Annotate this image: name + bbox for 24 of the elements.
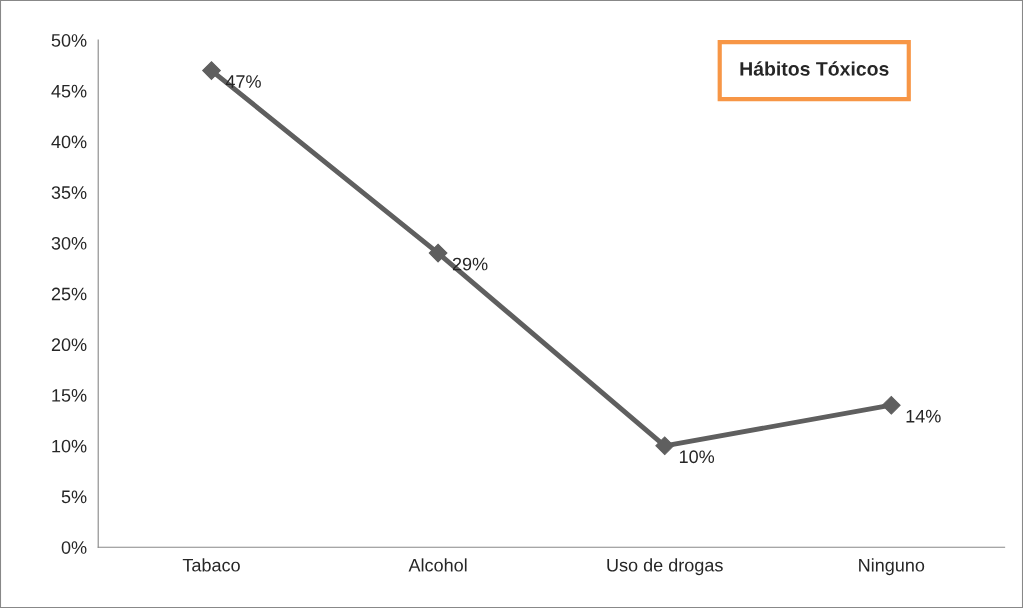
- y-tick-label: 20%: [51, 338, 87, 352]
- x-tick-label: Uso de drogas: [607, 558, 723, 576]
- text: 47%: [225, 75, 261, 88]
- y-tick-label: 35%: [51, 186, 87, 199]
- point: [428, 243, 448, 263]
- y-tick-label: 45%: [51, 84, 87, 98]
- y-tick-label: 40%: [51, 135, 87, 149]
- x-tick-label: Ninguno: [859, 558, 925, 576]
- text: 10%: [679, 450, 715, 464]
- y-tick-label: 5%: [61, 490, 87, 504]
- x-tick-label: Alcohol: [408, 558, 467, 572]
- point: [655, 436, 675, 456]
- x-tick-label: Tabaco: [182, 558, 240, 572]
- point: [881, 395, 901, 415]
- y-tick-label: 10%: [52, 439, 87, 453]
- y-tick-label: 50%: [51, 34, 87, 47]
- y-tick-label: 30%: [51, 236, 87, 250]
- y-tick-label: 25%: [51, 287, 87, 301]
- text: 29%: [452, 257, 488, 271]
- text: Hábitos Tóxicos: [740, 61, 889, 76]
- y-tick-label: 0%: [61, 541, 87, 554]
- y-tick-label: 15%: [52, 389, 87, 402]
- point: [202, 61, 221, 80]
- text: 14%: [906, 409, 941, 423]
